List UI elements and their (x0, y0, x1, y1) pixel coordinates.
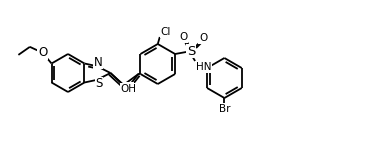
Text: N: N (124, 83, 133, 95)
Text: O: O (38, 46, 47, 59)
Text: S: S (95, 77, 103, 90)
Text: Br: Br (219, 104, 230, 114)
Text: Cl: Cl (161, 27, 171, 37)
Text: S: S (187, 44, 195, 57)
Text: O: O (179, 32, 187, 42)
Text: O: O (199, 33, 207, 43)
Text: OH: OH (120, 84, 137, 94)
Text: HN: HN (196, 62, 211, 72)
Text: N: N (94, 56, 102, 69)
